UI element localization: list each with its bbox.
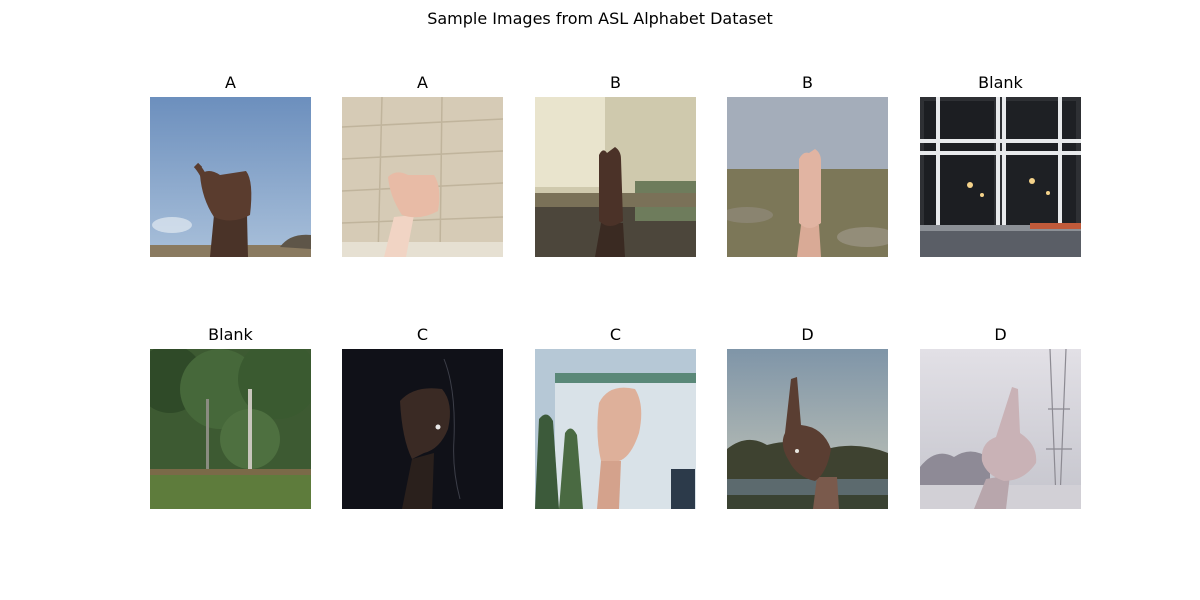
panel-label: D [801,325,814,344]
sample-image-hand-d-landscape [727,349,888,509]
sample-image-trees-grass [150,349,311,509]
panel-label: C [416,325,429,344]
figure-title: Sample Images from ASL Alphabet Dataset [427,9,773,28]
sample-image-hand-c-dark [342,349,503,509]
sample-image-window-night [920,97,1081,257]
sample-image-hand-b-workshop [535,97,696,257]
panel-label: D [994,325,1007,344]
panel-label: B [610,73,621,92]
panel-label: Blank [978,73,1023,92]
panel-label: C [609,325,622,344]
sample-image-hand-a-wall [342,97,503,257]
sample-image-hand-b-field [727,97,888,257]
panel-label: Blank [208,325,253,344]
sample-image-hand-a-sky [150,97,311,257]
panel-label: A [417,73,428,92]
panel-label: A [225,73,236,92]
sample-image-hand-d-haze [920,349,1081,509]
sample-image-hand-c-building [535,349,696,509]
panel-label: B [802,73,813,92]
